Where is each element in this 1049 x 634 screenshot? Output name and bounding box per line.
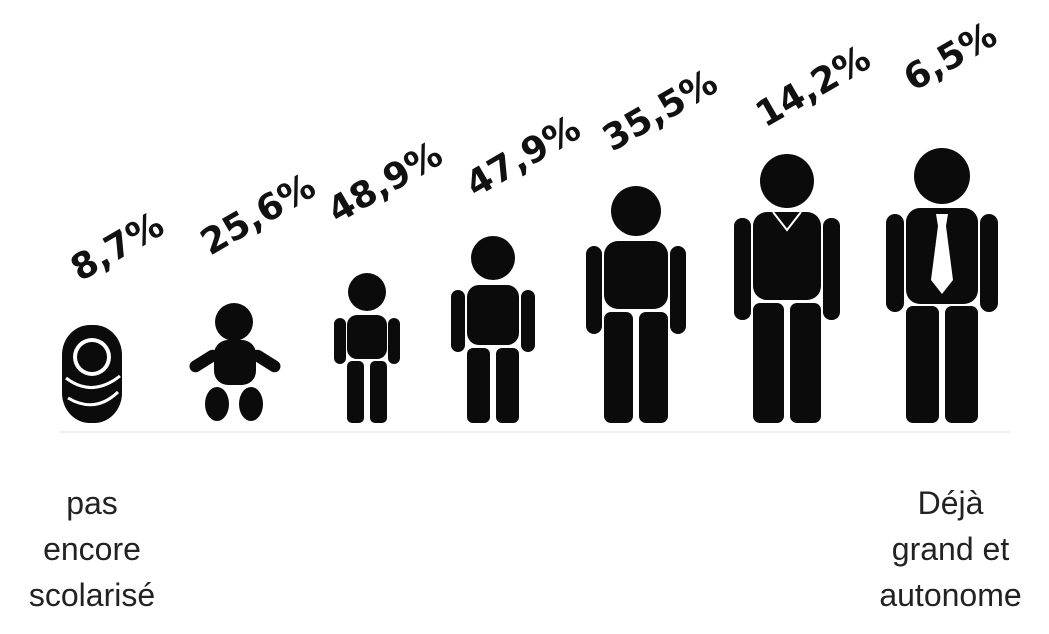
value-label-1: 8,7% (64, 204, 171, 289)
label-right-line-1: Déjà (917, 485, 984, 521)
figure-child (451, 236, 535, 423)
figure-young-adult (734, 154, 840, 423)
label-left-line-3: scolarisé (28, 577, 156, 613)
value-label-4: 47,9% (459, 108, 588, 206)
value-labels: 8,7% 25,6%48,9% 47,9% 35,5% 14,2% 6,5% (64, 14, 1004, 289)
value-label-2: 25,6% (194, 166, 323, 264)
value-label-3: 48,9% (321, 134, 450, 232)
label-left-line-2: encore (43, 531, 141, 567)
value-label-6: 14,2% (749, 38, 878, 136)
label-right-line-2: grand et (891, 531, 1010, 567)
value-label-7: 6,5% (897, 14, 1004, 99)
figure-small-child (334, 273, 400, 423)
label-already-grown-up: Déjà grand et autonome (852, 480, 1049, 618)
value-label-5: 35,5% (596, 62, 725, 160)
label-not-yet-in-school: pas encore scolarisé (0, 480, 184, 618)
figure-swaddled-baby (62, 325, 122, 423)
label-left-line-1: pas (66, 485, 118, 521)
figure-teenager (586, 186, 686, 423)
label-right-line-3: autonome (879, 577, 1022, 613)
figure-baby (189, 303, 281, 421)
figure-adult-with-tie (886, 148, 998, 423)
